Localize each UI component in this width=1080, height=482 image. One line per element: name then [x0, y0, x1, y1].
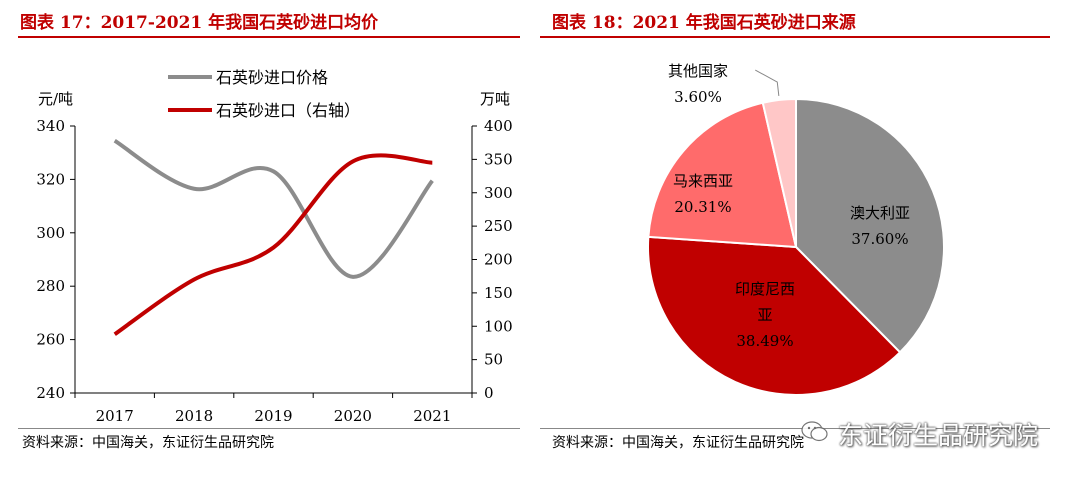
- left-axis-unit: 元/吨: [38, 90, 73, 108]
- left-y-tick-label: 340: [36, 117, 65, 135]
- x-tick-label: 2018: [175, 407, 213, 425]
- right-source-note: 资料来源：中国海关，东证衍生品研究院: [552, 435, 804, 451]
- left-y-tick-label: 260: [36, 331, 65, 349]
- right-bottom-rule: [540, 428, 1050, 429]
- watermark-text: 东证衍生品研究院: [838, 421, 1039, 450]
- slice-label-cont: 亚: [757, 306, 772, 324]
- x-tick-label: 2019: [254, 407, 292, 425]
- left-source-note: 资料来源：中国海关，东证衍生品研究院: [22, 435, 274, 451]
- slice-value: 20.31%: [674, 198, 731, 216]
- slice-label: 其他国家: [668, 62, 728, 80]
- right-y-tick-label: 350: [484, 150, 513, 168]
- pie-slice-2: [647, 235, 902, 396]
- left-y-tick-label: 320: [36, 170, 65, 188]
- slice-value: 38.49%: [736, 332, 793, 350]
- line-chart: 240 260 280 300 320 340 0 50 100 150 200 250 300 350 4…: [36, 68, 513, 425]
- right-y-tick-label: 400: [484, 117, 513, 135]
- pie-slice-1: [795, 97, 945, 354]
- watermark: 东证衍生品研究院: [800, 412, 1038, 456]
- legend-label-2: 石英砂进口（右轴）: [216, 101, 360, 120]
- slice-value: 3.60%: [674, 88, 722, 106]
- right-axis-unit: 万吨: [480, 90, 510, 108]
- right-y-tick-label: 150: [484, 284, 513, 302]
- right-y-tick-label: 200: [484, 251, 513, 269]
- left-title-rule: [18, 36, 520, 38]
- slice-label: 马来西亚: [673, 172, 733, 190]
- left-y-tick-label: 280: [36, 277, 65, 295]
- leader-line: [755, 69, 780, 97]
- left-y-tick-label: 300: [36, 224, 65, 242]
- pie-slice-3: [647, 101, 798, 249]
- right-y-tick-label: 250: [484, 217, 513, 235]
- series-line-2: [113, 153, 433, 336]
- left-bottom-rule: [18, 428, 520, 429]
- right-chart-title: 图表 18：2021 年我国石英砂进口来源: [552, 13, 856, 33]
- pie-slice-4: [761, 97, 797, 248]
- x-tick-label: 2020: [334, 407, 372, 425]
- legend-label-1: 石英砂进口价格: [216, 68, 328, 87]
- slice-label: 澳大利亚: [850, 204, 910, 222]
- right-y-tick-label: 50: [484, 351, 503, 369]
- right-y-tick-label: 300: [484, 184, 513, 202]
- right-y-tick-label: 0: [484, 384, 494, 402]
- right-title-rule: [540, 36, 1050, 38]
- series-line-1: [113, 138, 434, 279]
- wechat-icon: [800, 419, 830, 449]
- left-y-tick-label: 240: [36, 384, 65, 402]
- left-chart-title: 图表 17：2017-2021 年我国石英砂进口均价: [20, 13, 379, 33]
- right-y-tick-label: 100: [484, 317, 513, 335]
- slice-label: 印度尼西: [735, 280, 795, 298]
- x-tick-label: 2021: [413, 407, 451, 425]
- x-tick-label: 2017: [96, 407, 134, 425]
- slice-value: 37.60%: [851, 230, 908, 248]
